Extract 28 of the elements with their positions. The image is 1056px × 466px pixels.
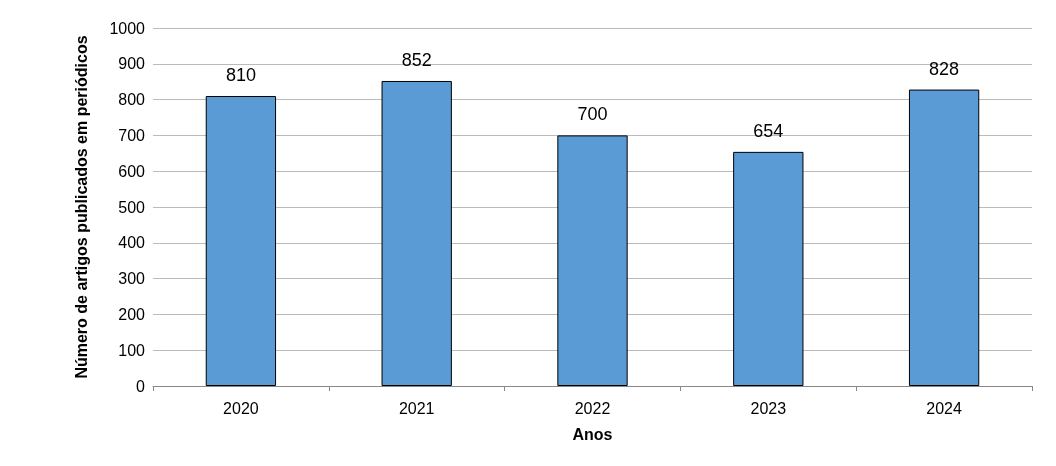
- y-tick-label: 200: [118, 305, 146, 323]
- x-tick-label: 2021: [398, 399, 435, 417]
- data-label: 654: [753, 120, 784, 141]
- x-tick-label: 2023: [750, 399, 787, 417]
- y-tick-label: 1000: [109, 19, 146, 37]
- data-label: 810: [225, 65, 256, 86]
- x-tick-label: 2024: [926, 399, 962, 417]
- data-label: 700: [577, 104, 608, 125]
- x-tick-label: 2022: [574, 399, 611, 417]
- x-tick-label: 2020: [223, 399, 259, 417]
- y-tick-label: 100: [118, 341, 146, 359]
- data-label: 828: [929, 58, 960, 79]
- y-tick-label: 300: [118, 270, 146, 288]
- bar: [205, 96, 277, 386]
- y-tick-label: 900: [118, 55, 146, 73]
- bar: [557, 135, 628, 386]
- bar: [381, 80, 452, 386]
- bar: [908, 89, 980, 386]
- y-axis-title: Número de artigos publicados em periódicos: [72, 35, 90, 379]
- y-tick-label: 500: [118, 198, 146, 216]
- x-axis-title: Anos: [572, 425, 613, 443]
- y-tick-label: 400: [118, 234, 146, 252]
- y-tick-label: 0: [136, 377, 146, 395]
- y-tick-label: 700: [118, 126, 146, 144]
- y-tick-label: 600: [118, 162, 146, 180]
- bar: [733, 151, 804, 386]
- y-tick-label: 800: [118, 91, 146, 109]
- data-label: 852: [401, 49, 432, 70]
